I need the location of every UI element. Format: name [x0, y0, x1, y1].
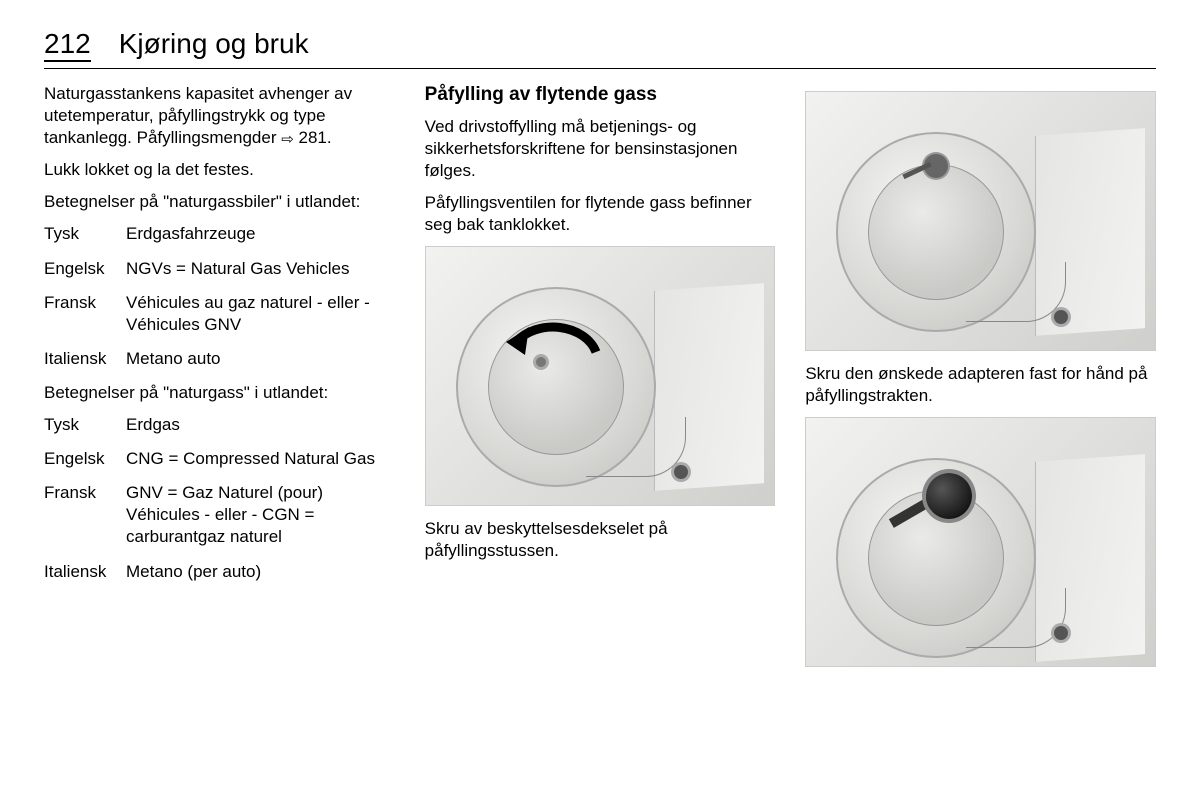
term-row: Engelsk CNG = Compressed Natural Gas [44, 448, 395, 470]
term-row: Engelsk NGVs = Natural Gas Vehicles [44, 258, 395, 280]
reference-number: 281. [294, 128, 332, 147]
chapter-title: Kjøring og bruk [119, 28, 309, 60]
content-columns: Naturgasstankens kapasitet avhenger av u… [44, 83, 1156, 679]
paragraph: Lukk lokket og la det festes. [44, 159, 395, 181]
term-language: Tysk [44, 414, 126, 436]
page-header: 212 Kjøring og bruk [44, 28, 1156, 69]
tether-plug-shape [674, 465, 688, 479]
term-value: Erdgasfahrzeuge [126, 223, 395, 245]
paragraph: Skru av beskyttelsesdekselet på påfyllin… [425, 518, 776, 562]
term-language: Tysk [44, 223, 126, 245]
figure-adapter-attached [805, 417, 1156, 667]
figure-open-valve [805, 91, 1156, 351]
term-row: Italiensk Metano auto [44, 348, 395, 370]
column-1: Naturgasstankens kapasitet avhenger av u… [44, 83, 395, 679]
column-2: Påfylling av flytende gass Ved drivstoff… [425, 83, 776, 679]
term-value: Erdgas [126, 414, 395, 436]
term-row: Fransk GNV = Gaz Naturel (pour) Véhicule… [44, 482, 395, 548]
page-number: 212 [44, 28, 91, 62]
term-value: GNV = Gaz Naturel (pour) Véhicules - ell… [126, 482, 395, 548]
term-row: Fransk Véhicules au gaz naturel - eller … [44, 292, 395, 336]
term-value: Véhicules au gaz naturel - eller - Véhic… [126, 292, 395, 336]
figure-remove-cover [425, 246, 776, 506]
subheading: Påfylling av flytende gass [425, 83, 776, 108]
tether-shape [586, 417, 686, 477]
paragraph: Påfyllingsventilen for flytende gass bef… [425, 192, 776, 236]
paragraph: Betegnelser på "naturgass" i utlandet: [44, 382, 395, 404]
term-value: CNG = Compressed Natural Gas [126, 448, 395, 470]
column-3: Skru den ønskede adapteren fast for hånd… [805, 83, 1156, 679]
term-value: Metano (per auto) [126, 561, 395, 583]
term-row: Tysk Erdgas [44, 414, 395, 436]
term-row: Italiensk Metano (per auto) [44, 561, 395, 583]
paragraph: Ved drivstoffylling må betjenings- og si… [425, 116, 776, 182]
term-language: Italiensk [44, 348, 126, 370]
term-language: Engelsk [44, 258, 126, 280]
term-value: Metano auto [126, 348, 395, 370]
term-language: Fransk [44, 292, 126, 336]
term-language: Fransk [44, 482, 126, 548]
paragraph: Skru den ønskede adapteren fast for hånd… [805, 363, 1156, 407]
term-value: NGVs = Natural Gas Vehicles [126, 258, 395, 280]
valve-stub-shape [536, 357, 546, 367]
term-row: Tysk Erdgasfahrzeuge [44, 223, 395, 245]
reference-icon: ⇨ [281, 130, 294, 150]
rotation-arrow-icon [501, 307, 611, 377]
paragraph: Naturgasstankens kapasitet avhenger av u… [44, 83, 395, 149]
term-language: Engelsk [44, 448, 126, 470]
paragraph: Betegnelser på "naturgassbiler" i utland… [44, 191, 395, 213]
term-language: Italiensk [44, 561, 126, 583]
